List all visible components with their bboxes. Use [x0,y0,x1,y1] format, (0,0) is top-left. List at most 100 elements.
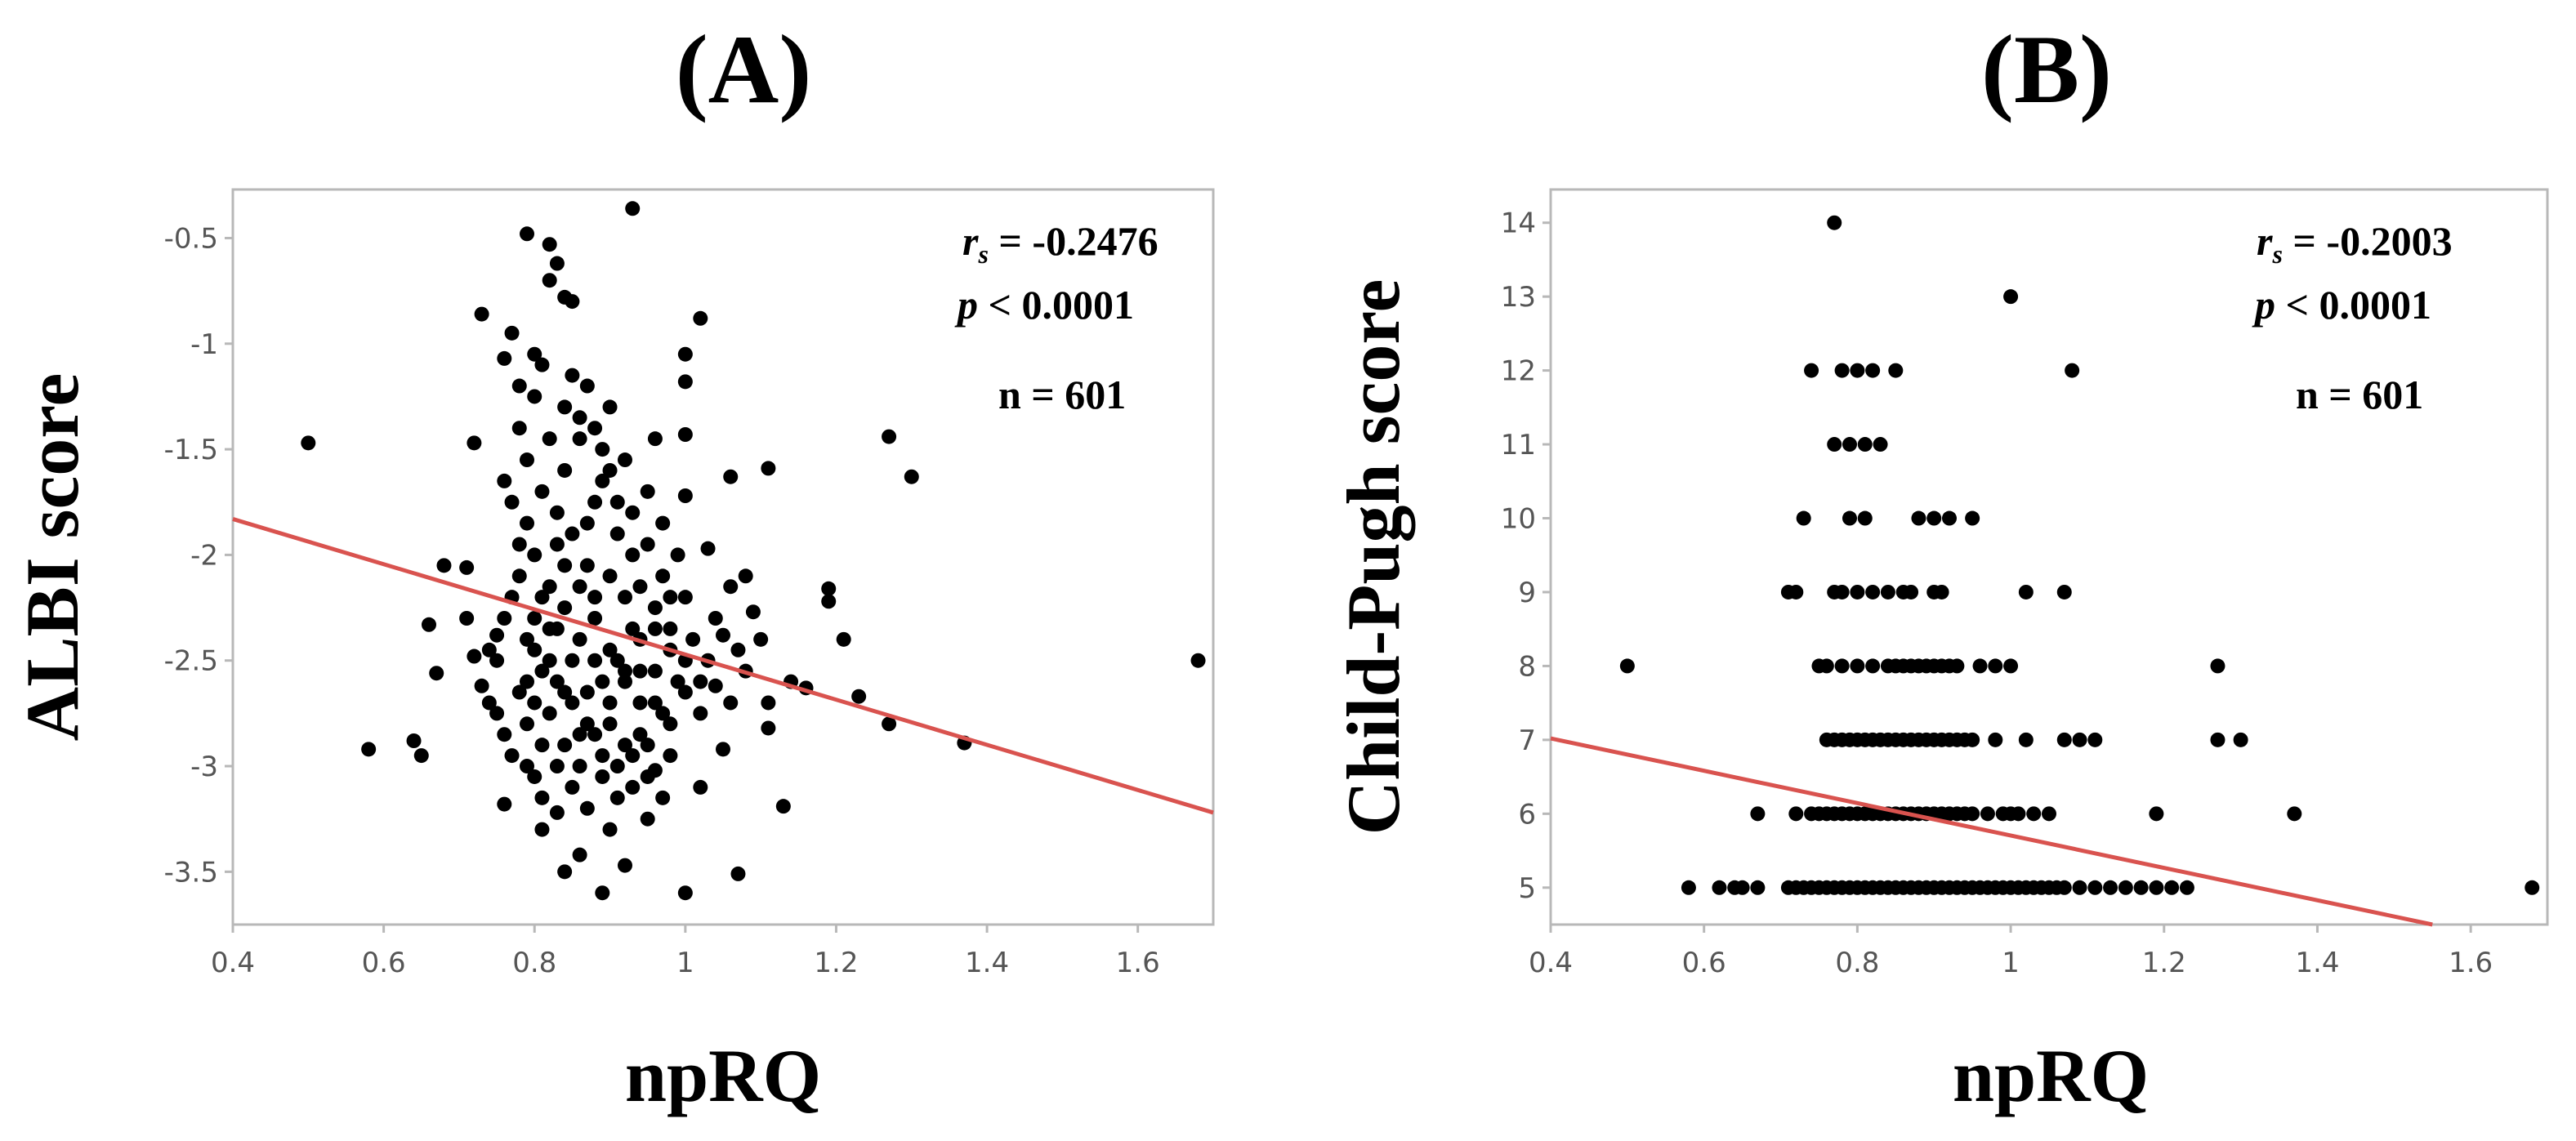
panel-a-data-point [534,357,550,372]
panel-a-data-point [542,621,557,636]
panel-a-data-point [565,779,580,795]
panel-a-data-point [557,399,573,415]
panel-a-data-point [821,594,837,609]
panel-b-y-tick-label: 14 [1501,207,1536,240]
panel-a-data-point [753,631,769,647]
panel-a-data-point [511,378,527,394]
panel-a-data-point [663,716,678,732]
panel-b-data-point [1857,437,1873,452]
panel-a-data-point [640,484,655,499]
panel-a-x-tick-label: 1.6 [1116,947,1160,979]
panel-b-data-point [1980,806,1995,822]
panel-b-x-tick-label: 1.2 [2142,947,2186,979]
panel-a-data-point [497,727,512,742]
panel-b-data-point [1988,732,2003,747]
panel-a-data-point [730,866,746,881]
panel-a-data-point [677,590,693,605]
panel-a-data-point [504,494,520,510]
panel-a-data-point [640,537,655,552]
panel-a-data-point [587,590,603,605]
panel-b-data-point [2287,806,2302,822]
panel-a-data-point [602,716,618,732]
panel-a-data-point [700,541,716,556]
panel-a-data-point [527,611,542,626]
panel-a-data-point [609,759,625,774]
panel-b-data-point [1857,510,1873,526]
panel-a-data-point [655,790,671,805]
panel-b-data-point [1834,658,1850,674]
panel-a-data-point [595,769,610,784]
panel-a-data-point [520,631,534,647]
panel-a-data-point [602,642,618,657]
panel-b-r-sub: s [2271,239,2282,269]
panel-a-data-point [647,600,663,616]
panel-b-data-point [1988,658,2003,674]
panel-b-data-point [1750,880,1766,895]
panel-b-p-value: < 0.0001 [2275,282,2431,328]
panel-a-data-point [429,666,444,681]
panel-a-data-point [534,738,550,753]
panel-a-x-tick-label: 1.2 [814,947,858,979]
panel-a-data-point [761,461,776,476]
panel-a-data-point [677,427,693,442]
panel-a-data-point [595,885,610,901]
panel-b-data-point [2026,806,2042,822]
svg-text:rs = -0.2476: rs = -0.2476 [962,218,1159,269]
panel-a-data-point [655,515,671,531]
panel-b-data-point [2210,732,2226,747]
panel-b-data-point [2056,732,2072,747]
panel-a-data-point [882,429,897,444]
panel-a-y-ticks: -0.5 -1 -1.5 -2 -2.5 -3 -3.5 [164,222,233,889]
panel-b-data-point [1904,584,1919,599]
panel-a-data-point [693,674,708,689]
panel-a-data-point [821,581,837,596]
panel-a-data-point [602,462,618,478]
panel-b-x-tick-label: 1 [2002,947,2020,979]
panel-a-data-point [565,695,580,711]
panel-a-data-point [549,804,565,820]
panel-a-data-point [647,663,663,679]
panel-a-data-point [557,558,573,573]
panel-a-data-point [481,695,497,711]
svg-text:p < 0.0001: p < 0.0001 [2252,282,2431,328]
panel-a-y-tick-label: -1 [190,328,218,361]
panel-a-data-point [708,611,723,626]
panel-a-data-point [406,733,422,748]
panel-a-data-point [851,689,867,704]
panel-b-data-point [1850,584,1865,599]
panel-a-data-point [542,579,557,595]
panel-b-data-point [1827,437,1842,452]
panel-a-data-point [602,695,618,711]
panel-b-data-point [2525,880,2540,895]
panel-a-data-point [301,435,316,451]
panel-a-data-point [609,790,625,805]
panel-a-data-point [557,462,573,478]
panel-a-data-point [520,716,534,732]
panel-a-data-point [579,378,595,394]
panel-a-data-point [565,368,580,383]
panel-a-data-point [489,706,505,721]
panel-a-r-value: = -0.2476 [989,218,1159,264]
panel-a-data-point [595,674,610,689]
panel-a-data-point [904,469,919,484]
panel-a-data-point [587,727,603,742]
panel-a-data-point [640,769,655,784]
panel-a-data-point [716,627,730,643]
panel-a-data-point [745,604,761,620]
panel-a-data-point [595,748,610,764]
panel-b-data-point [1712,880,1727,895]
panel-a-data-point [640,738,655,753]
panel-b-data-point [1865,363,1881,378]
panel-a-data-point [609,494,625,510]
panel-a-y-tick-label: -2 [190,539,218,572]
panel-b-data-point [1734,880,1750,895]
panel-a-data-point [587,421,603,436]
panel-b-data-point [1965,510,1980,526]
panel-b-y-tick-label: 7 [1518,724,1536,757]
panel-b-x-tick-label: 1.6 [2449,947,2493,979]
panel-a-data-point [579,558,595,573]
panel-b-data-point [1804,363,1819,378]
panel-b-data-point [1880,584,1895,599]
panel-a-data-point [474,678,489,693]
